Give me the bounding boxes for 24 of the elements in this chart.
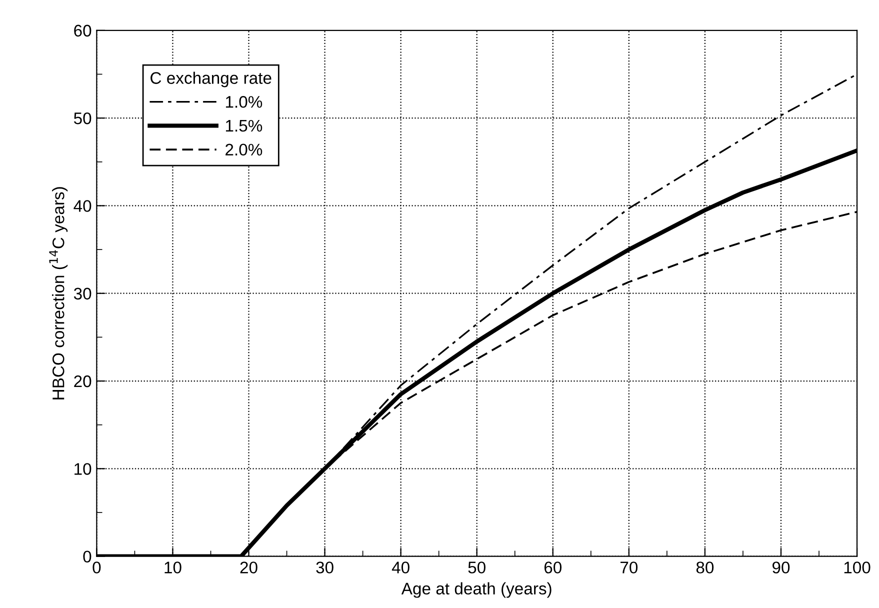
x-tick-label: 20 xyxy=(240,562,258,574)
legend-title: C exchange rate xyxy=(150,72,272,88)
legend-label: 1.5% xyxy=(226,120,262,132)
y-axis-title: HBCO correction ($^{14}$C years) xyxy=(49,187,68,400)
legend-label: 2.0% xyxy=(226,144,262,156)
x-tick-label: 100 xyxy=(844,562,870,574)
x-tick-label: 70 xyxy=(620,562,638,574)
x-tick-label: 80 xyxy=(696,562,714,574)
x-tick-label: 60 xyxy=(544,562,562,574)
x-tick-label: 30 xyxy=(316,562,334,574)
x-tick-label: 90 xyxy=(772,562,790,574)
y-tick-label: 30 xyxy=(74,288,92,300)
y-tick-label: 60 xyxy=(74,24,92,37)
x-axis-title: Age at death (years) xyxy=(401,582,552,598)
y-tick-label: 0 xyxy=(83,550,92,563)
x-tick-label: 10 xyxy=(164,562,182,574)
y-tick-label: 10 xyxy=(74,463,92,475)
y-tick-label: 40 xyxy=(74,200,92,212)
x-tick-label: 40 xyxy=(392,562,410,574)
y-tick-label: 50 xyxy=(74,112,92,124)
x-tick-label: 0 xyxy=(92,562,101,574)
legend-label: 1.0% xyxy=(226,96,262,108)
x-tick-label: 50 xyxy=(468,562,486,574)
y-tick-label: 20 xyxy=(74,375,92,388)
